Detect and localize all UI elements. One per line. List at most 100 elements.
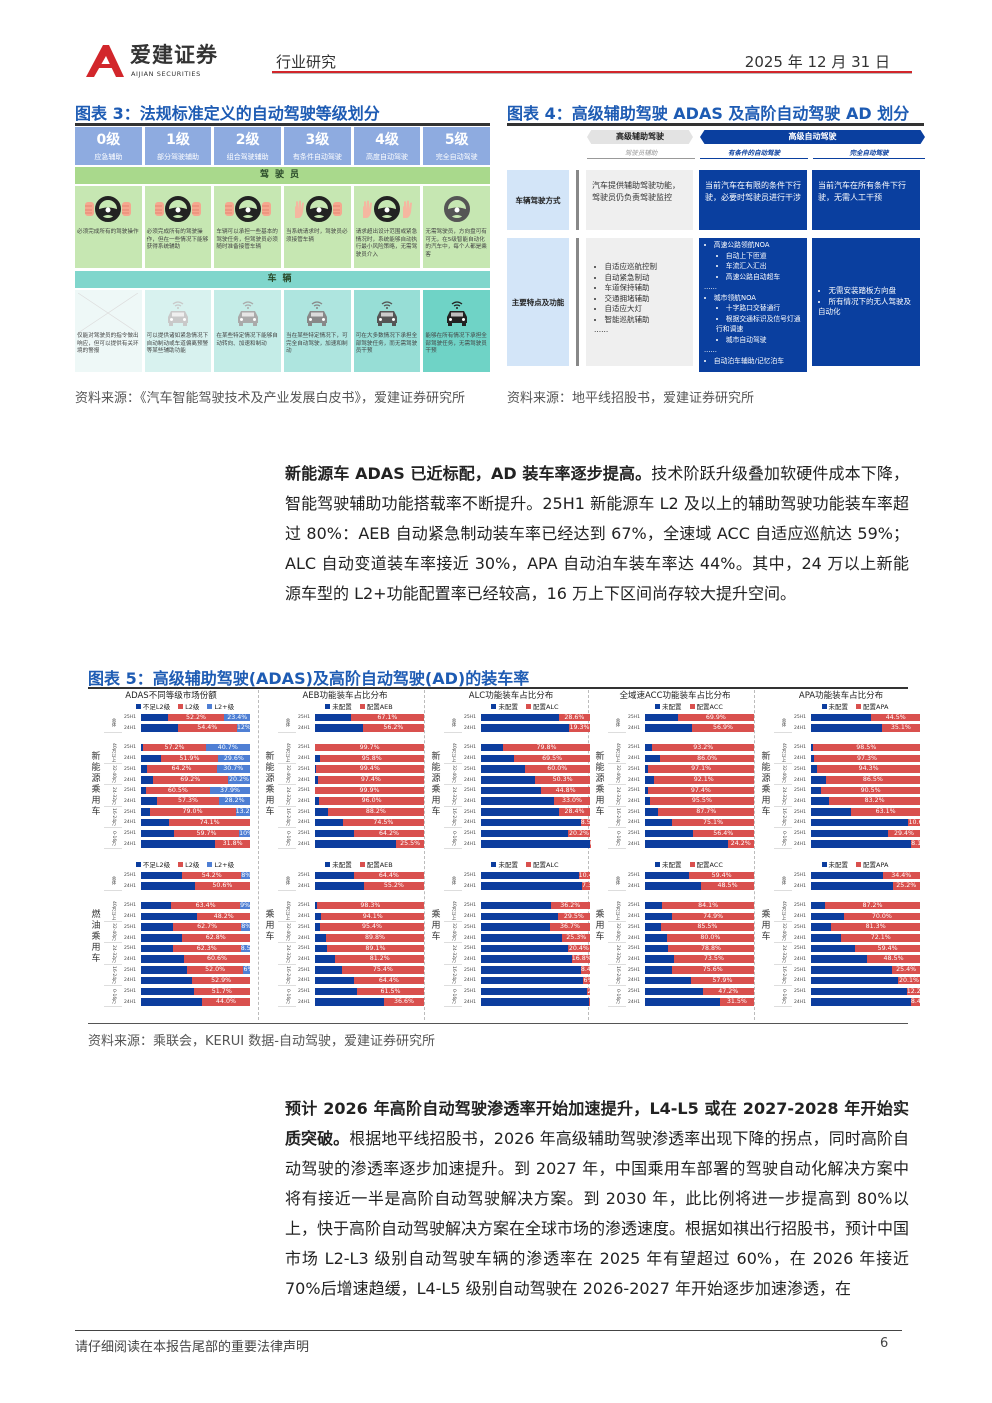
chart-rows: 总体 25H1 34.4% 24H1 25.2% 40万以上 25H1 87.2% 24H1 70…: [774, 870, 920, 1010]
group-label: 24-32万: [278, 943, 296, 965]
feature-item: 高速公路自动超车: [704, 272, 802, 283]
bar-row: 24H1 33.0%: [444, 796, 590, 807]
bar-row: 25H1 85.5%: [608, 922, 754, 933]
bar-row: 24H1 89.8%: [278, 933, 424, 944]
bar-segment-配置ALC: 36.7%: [549, 923, 590, 931]
legend-item: 不足L2级: [135, 861, 170, 869]
period-label: 24H1: [298, 756, 310, 762]
bar-segment-未配置: [315, 713, 351, 721]
group-label: 24-32万: [608, 943, 626, 965]
logo-subtext: AIJIAN SECURITIES: [131, 70, 201, 78]
legend-item: 配置ACC: [689, 861, 723, 869]
stacked-bar: 29.5%: [481, 912, 590, 921]
group-label: 总体: [104, 712, 122, 734]
level-number: 5级: [444, 132, 469, 148]
bar-segment-L2+级: 29.6%: [217, 754, 250, 763]
bar-row: 25H1 57.2% 40.7%: [104, 742, 250, 753]
legend-swatch: [178, 862, 184, 867]
segment-label: 新能源乘用车: [91, 752, 101, 817]
bar-row: 25H1 75.6%: [608, 965, 754, 976]
period-label: 24H1: [794, 777, 806, 783]
period-label: 25H1: [794, 873, 806, 878]
stacked-bar: 47.2%: [645, 987, 754, 995]
bar-row: 25H1 2.4%: [444, 986, 590, 997]
period-label: 24H1: [298, 978, 310, 984]
stacked-bar: 80.0%: [645, 934, 754, 942]
bar-segment-配置APA: 97.3%: [813, 754, 920, 763]
level-name: 部分驾驶辅助: [157, 153, 199, 161]
period-label: 24H1: [628, 883, 640, 889]
bar-segment-配置ALC: 28.6%: [558, 713, 590, 721]
stacked-bar: 81.3%: [811, 923, 920, 931]
figure-5-rule: [88, 687, 908, 689]
stacked-bar: 98.3%: [315, 901, 424, 910]
driver-description: 当系统请求时，驾驶员必须接管车辆: [286, 229, 348, 243]
bar-segment-不足L2级: [141, 829, 175, 837]
period-label: 25H1: [794, 788, 806, 794]
bar-row: 25H1 61.5%: [278, 986, 424, 997]
group-label: 0-16万: [608, 986, 626, 1008]
bar-segment-不足L2级: [141, 934, 182, 942]
group-label: 40万以上: [278, 742, 296, 764]
level-number: 1级: [166, 132, 190, 148]
bar-segment-L2级: 52.2%: [167, 713, 225, 721]
figure-5-bottom-rule: [88, 1023, 908, 1024]
bar-row: 25H1 84.1%: [608, 900, 754, 911]
bar-segment-配置AEB: 95.4%: [320, 923, 424, 931]
stacked-bar: 20.1%: [811, 976, 920, 985]
stacked-bar: 48.5%: [811, 955, 920, 963]
vehicle-band: 车辆: [75, 271, 490, 288]
stacked-bar: 44.8%: [481, 786, 590, 795]
legend-item: 未配置: [491, 703, 518, 711]
chart-panel: 不足L2级L2级L2+级燃油乘用车总体25H154.2%8%24H150.6%4…: [88, 858, 254, 1020]
bar-segment-未配置: [811, 754, 814, 763]
bar-row: 24H1 75.1%: [608, 817, 754, 828]
bar-segment-未配置: [481, 987, 588, 995]
stacked-bar: 57.3% 28.2%: [141, 797, 250, 805]
bar-segment-不足L2级: [141, 786, 146, 795]
bar-segment-L2级: 51.9%: [161, 754, 218, 763]
bar-row: 25H1 62.3%8.5%: [104, 943, 250, 954]
bar-segment-配置ALC: 20.4%: [567, 944, 590, 953]
full-mode-text: 当前汽车在所有条件下行驶，无需人工干预: [812, 170, 920, 230]
bar-segment-未配置: [645, 912, 673, 921]
stacked-bar: 0.5%: [481, 998, 590, 1006]
chart-panel: 未配置 配置ACC 乘用车 总体 25H1 59.4% 24H1 48.5% 40万以上 25H1…: [592, 858, 758, 1020]
chart-rows: 总体25H154.2%8%24H150.6%40万以上25H163.4%9%24…: [104, 870, 250, 1010]
period-label: 25H1: [628, 745, 640, 751]
paragraph-ad-outlook: 预计 2026 年高阶自动驾驶渗透率开始加速提升，L4-L5 或在 2027-2…: [285, 1094, 909, 1304]
bar-segment-未配置: [481, 934, 563, 942]
period-label: 24H1: [298, 820, 310, 826]
stacked-bar: 50.6%: [141, 882, 250, 890]
bar-row: 24H1 56.2%: [278, 723, 424, 734]
group-label: 24-32万: [444, 943, 462, 965]
feature-item: ......: [704, 346, 717, 354]
bar-segment-未配置: [315, 808, 328, 816]
stacked-bar: 75.4%: [315, 966, 424, 974]
page-number: 6: [880, 1336, 889, 1351]
group-label: 16-24万: [608, 965, 626, 986]
bar-segment-未配置: [645, 976, 691, 985]
stacked-bar: 69.5%: [481, 754, 590, 763]
level-name: 完全自动驾驶: [435, 153, 478, 161]
bar-row: 24H1 8.4%: [774, 997, 920, 1008]
period-label: 25H1: [628, 924, 640, 930]
period-label: 24H1: [124, 798, 136, 804]
bar-segment-配置AEB: 75.4%: [341, 966, 424, 974]
group-label: 24-32万: [278, 785, 296, 807]
full-features-box: 无需安装踏板方向盘所有情况下的无人驾驶及自动化: [812, 238, 920, 366]
level-number: 3级: [305, 132, 330, 148]
vehicle-description: 当在某些特定情况下，可完全自动驾驶，加速和制动: [286, 333, 348, 354]
period-label: 25H1: [628, 903, 640, 909]
bar-segment-未配置: [811, 829, 888, 837]
bar-row: 24H1 31.5%: [608, 997, 754, 1008]
stacked-bar: 51.7%: [141, 987, 250, 995]
bar-row: 24H1 36.6%: [278, 997, 424, 1008]
bar-row: 25H1 97.1%: [608, 764, 754, 775]
period-label: 24H1: [124, 756, 136, 762]
bar-segment-L2级: 79.0%: [149, 808, 236, 816]
bar-segment-配置AEB: 64.4%: [353, 976, 424, 985]
legend-item: 配置AEB: [359, 861, 393, 869]
period-label: 25H1: [298, 788, 310, 794]
bar-segment-未配置: [645, 765, 649, 773]
